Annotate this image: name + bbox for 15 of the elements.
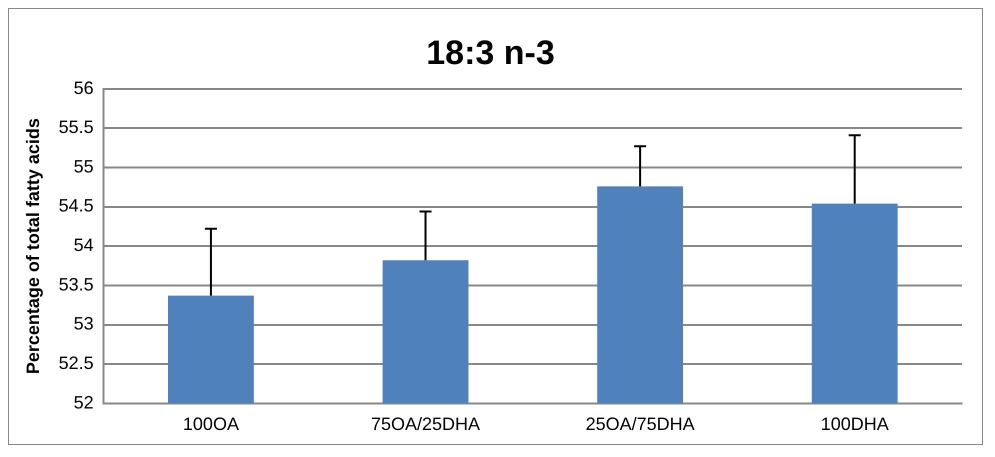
x-tick-label: 100DHA <box>820 414 889 434</box>
y-tick-label: 52.5 <box>58 353 94 374</box>
y-tick-label: 54 <box>74 235 94 256</box>
y-tick-label: 53 <box>74 314 94 334</box>
y-tick-label: 56 <box>74 78 94 98</box>
y-axis-title: Percentage of total fatty acids <box>22 118 43 374</box>
y-tick-label: 52 <box>74 392 94 412</box>
y-tick-label: 55 <box>74 156 94 176</box>
x-tick-label: 25OA/75DHA <box>586 414 695 434</box>
y-tick-label: 54.5 <box>58 196 94 216</box>
y-tick-label: 55.5 <box>58 117 94 138</box>
chart-title: 18:3 n-3 <box>426 34 555 72</box>
x-tick-label: 100OA <box>182 414 239 434</box>
x-tick-label: 75OA/25DHA <box>370 414 480 434</box>
y-tick-label: 53.5 <box>58 274 94 294</box>
